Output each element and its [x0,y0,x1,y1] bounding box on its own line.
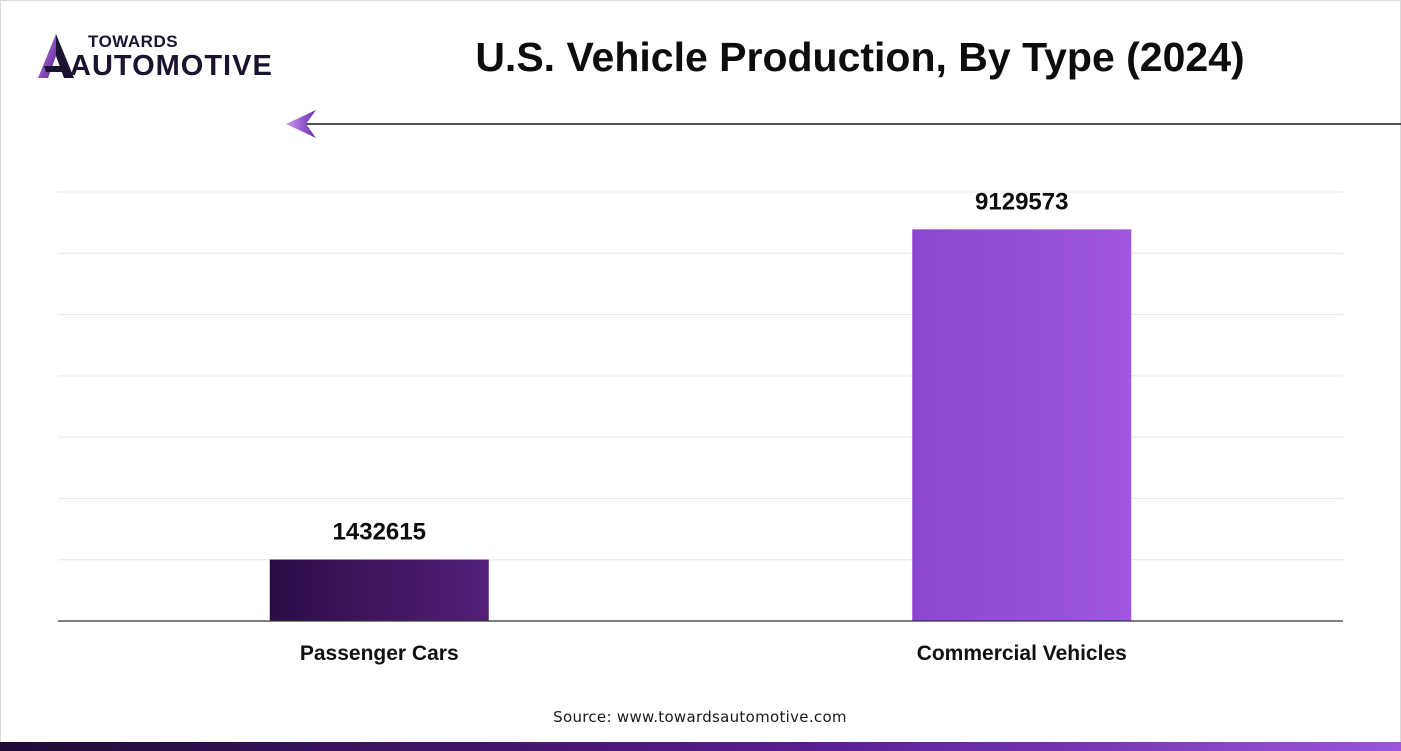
bar-commercial-vehicles [912,229,1132,622]
data-label: 1432615 [333,519,426,546]
bars [269,229,1132,622]
data-label: 9129573 [975,188,1068,215]
category-label: Passenger Cars [300,642,459,665]
brand-line-2: AUTOMOTIVE [70,50,273,82]
brand-logo: TOWARDS AUTOMOTIVE [36,30,286,85]
gridlines [58,191,1343,561]
category-label: Commercial Vehicles [917,642,1127,665]
logo-a-mark-icon [38,34,74,78]
title-divider [286,110,1401,138]
bar-chart: 1432615 9129573 Passenger Cars Commercial … [58,188,1343,665]
data-labels: 1432615 9129573 [333,188,1069,545]
source-note: Source: www.towardsautomotive.com [553,708,847,726]
brand-line-1: TOWARDS [88,32,179,51]
bar-passenger-cars [269,559,489,621]
bottom-accent-band [0,742,1401,751]
category-labels: Passenger Cars Commercial Vehicles [300,642,1127,665]
arrow-left-icon [286,110,316,138]
chart-title: U.S. Vehicle Production, By Type (2024) [475,34,1245,80]
